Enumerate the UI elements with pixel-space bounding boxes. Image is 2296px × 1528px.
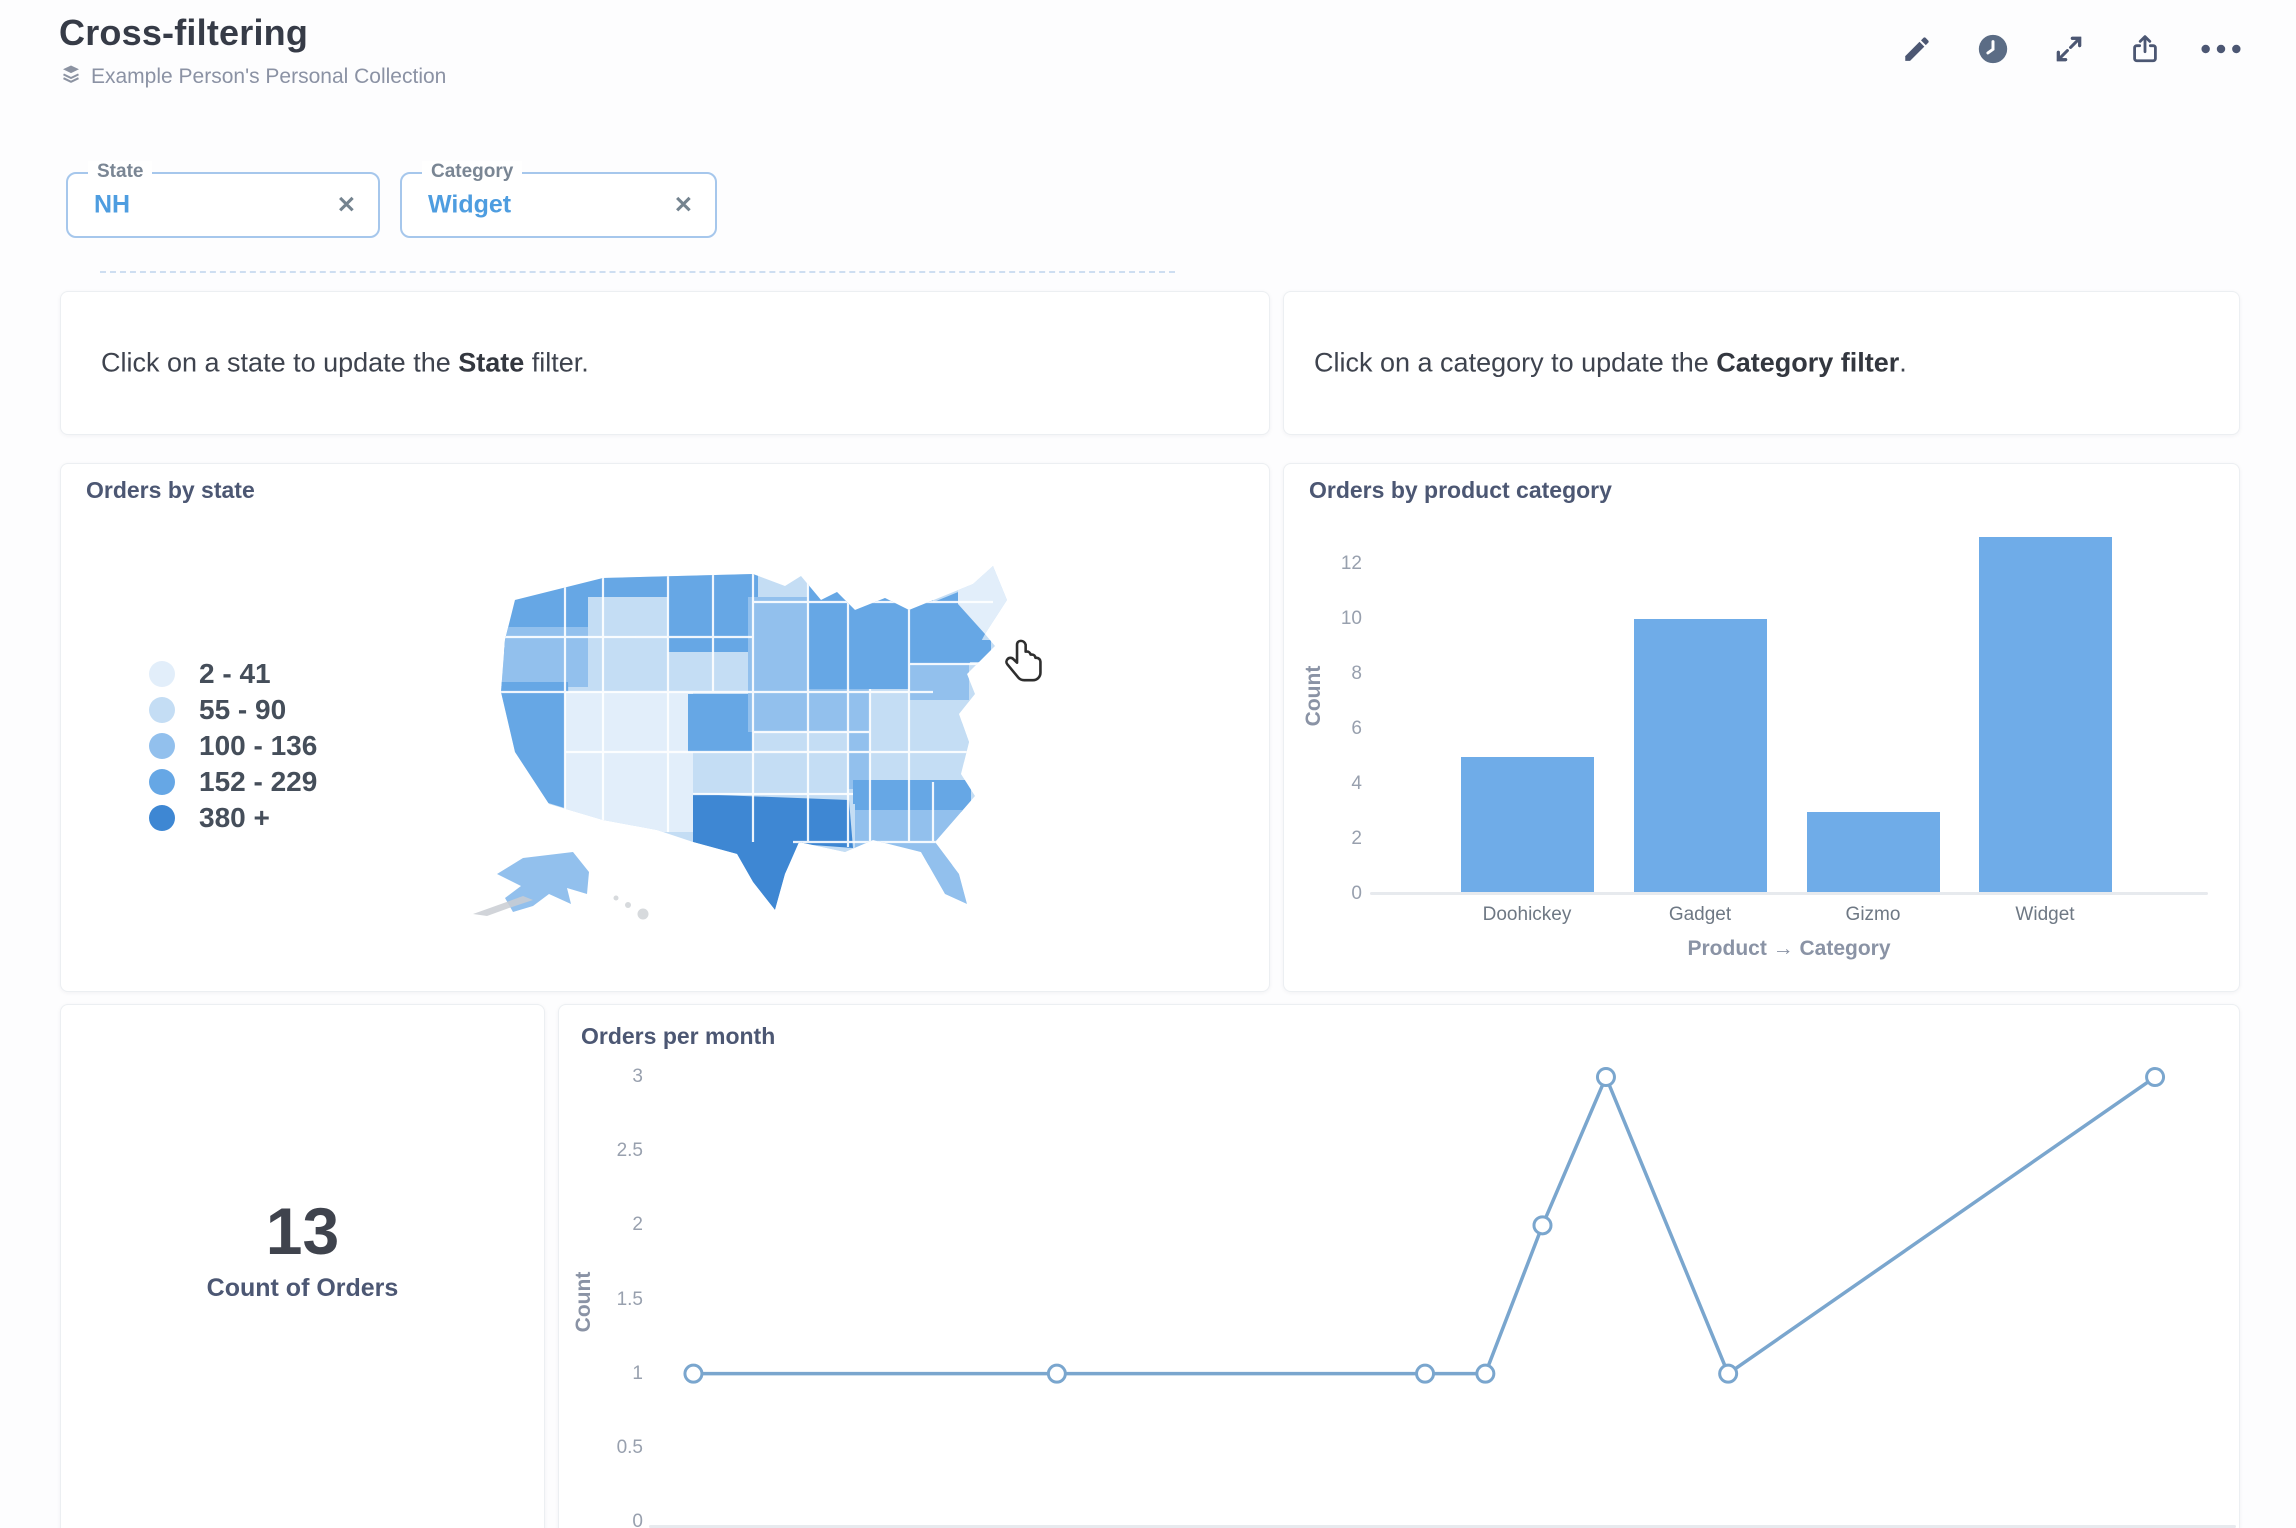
legend-item: 55 - 90 — [149, 692, 317, 728]
map-legend: 2 - 41 55 - 90 100 - 136 152 - 229 380 + — [149, 656, 317, 836]
grid-separator — [100, 271, 1175, 273]
bar-y-tick: 8 — [1351, 663, 1362, 684]
fullscreen-icon[interactable] — [2046, 26, 2092, 72]
filter-state-label: State — [88, 161, 153, 183]
line-data-point[interactable] — [2145, 1067, 2166, 1088]
legend-label: 152 - 229 — [199, 766, 318, 797]
more-ellipsis-icon[interactable] — [2198, 26, 2244, 72]
line-x-axis-line — [649, 1525, 2236, 1528]
scalar-block: 13 Count of Orders — [61, 1195, 544, 1303]
collection-icon — [59, 62, 83, 92]
history-clock-icon[interactable] — [1970, 26, 2016, 72]
line-data-point[interactable] — [1595, 1067, 1616, 1088]
line-data-point[interactable] — [1718, 1363, 1739, 1384]
line-card-title: Orders per month — [581, 1023, 776, 1049]
bar-plot-area: 0 2 4 6 8 10 12 Doohickey Gadget Gizmo Widget — [1284, 464, 2239, 991]
category-hint-text: Click on a category to update the Catego… — [1314, 347, 1907, 378]
filter-category[interactable]: Category Widget ✕ — [400, 161, 717, 238]
state-hint-text: Click on a state to update the State fil… — [101, 347, 589, 378]
alaska-aleutians — [473, 896, 533, 916]
scalar-value: 13 — [265, 1194, 340, 1268]
line-y-tick: 3 — [632, 1066, 643, 1087]
bar-y-tick: 6 — [1351, 718, 1362, 739]
bar-category-label: Gadget — [1668, 904, 1732, 925]
collection-name: Example Person's Personal Collection — [91, 65, 447, 88]
line-y-ticks: 3 2.5 2 1.5 1 0.5 0 — [559, 1005, 679, 1528]
state-hawaii[interactable] — [613, 895, 649, 920]
legend-swatch — [149, 661, 175, 687]
state-alaska[interactable] — [497, 852, 589, 912]
edit-pencil-icon[interactable] — [1894, 26, 1940, 72]
share-icon[interactable] — [2122, 26, 2168, 72]
bar-category-label: Doohickey — [1482, 904, 1572, 925]
text-card-state-hint: Click on a state to update the State fil… — [60, 291, 1270, 435]
bar-card-title: Orders by product category — [1309, 477, 1612, 503]
bar-y-tick: 0 — [1351, 883, 1362, 904]
line-chart[interactable] — [559, 1005, 2239, 1528]
continental-states[interactable] — [453, 542, 1073, 932]
card-orders-per-month: Orders per month Count 3 2.5 2 1.5 1 0.5 0 — [558, 1004, 2240, 1528]
filter-category-label: Category — [422, 161, 523, 183]
filter-category-clear-icon[interactable]: ✕ — [673, 191, 693, 218]
legend-item: 152 - 229 — [149, 764, 317, 800]
line-data-point[interactable] — [1415, 1363, 1436, 1384]
line-data-point[interactable] — [1532, 1215, 1553, 1236]
breadcrumb[interactable]: Example Person's Personal Collection — [59, 62, 446, 92]
line-series — [693, 1075, 2157, 1376]
bar-y-tick: 12 — [1340, 553, 1362, 574]
legend-swatch — [149, 769, 175, 795]
line-data-point[interactable] — [1046, 1363, 1067, 1384]
line-y-tick: 0 — [632, 1511, 643, 1528]
bar-category-label: Widget — [2015, 904, 2075, 925]
line-y-tick: 1.5 — [616, 1288, 643, 1310]
filter-state-value[interactable]: NH — [94, 190, 131, 219]
bar-y-tick: 4 — [1351, 773, 1362, 794]
line-y-tick: 1 — [632, 1362, 643, 1384]
line-data-point[interactable] — [1475, 1363, 1496, 1384]
legend-item: 2 - 41 — [149, 656, 317, 692]
dashboard-actions — [1894, 26, 2244, 72]
bar-y-tick: 2 — [1351, 828, 1362, 849]
legend-swatch — [149, 805, 175, 831]
bar-x-axis-line — [1370, 892, 2208, 895]
line-y-tick: 2.5 — [616, 1140, 643, 1162]
line-y-tick: 2 — [632, 1214, 643, 1236]
state-borders — [501, 572, 993, 847]
bar-y-tick: 10 — [1340, 608, 1362, 629]
filter-category-value[interactable]: Widget — [428, 190, 512, 219]
line-data-point[interactable] — [683, 1363, 704, 1384]
legend-label: 2 - 41 — [199, 658, 271, 689]
page-title: Cross-filtering — [59, 12, 309, 53]
map-card-title: Orders by state — [86, 477, 255, 503]
filter-state-clear-icon[interactable]: ✕ — [336, 191, 356, 218]
bar-doohickey[interactable] — [1460, 756, 1594, 894]
legend-swatch — [149, 733, 175, 759]
us-choropleth-map[interactable] — [453, 542, 1073, 932]
line-y-tick: 0.5 — [616, 1436, 643, 1458]
legend-item: 380 + — [149, 800, 317, 836]
bar-category-label: Gizmo — [1845, 904, 1901, 925]
text-card-category-hint: Click on a category to update the Catego… — [1283, 291, 2240, 435]
bar-gizmo[interactable] — [1806, 811, 1940, 894]
legend-label: 100 - 136 — [199, 730, 318, 761]
card-count-of-orders: 13 Count of Orders — [60, 1004, 545, 1528]
bar-x-axis-label: Product → Category — [1687, 937, 1891, 960]
bar-gadget[interactable] — [1633, 619, 1767, 894]
card-orders-by-category: Orders by product category Count 0 2 4 6 8 10… — [1283, 463, 2240, 992]
scalar-label: Count of Orders — [206, 1273, 399, 1302]
filter-state[interactable]: State NH ✕ — [66, 161, 380, 238]
bar-widget[interactable] — [1978, 536, 2112, 894]
legend-item: 100 - 136 — [149, 728, 317, 764]
card-orders-by-state: Orders by state 2 - 41 55 - 90 100 - 136 15… — [60, 463, 1270, 992]
legend-label: 55 - 90 — [199, 694, 287, 725]
legend-swatch — [149, 697, 175, 723]
legend-label: 380 + — [199, 802, 270, 833]
